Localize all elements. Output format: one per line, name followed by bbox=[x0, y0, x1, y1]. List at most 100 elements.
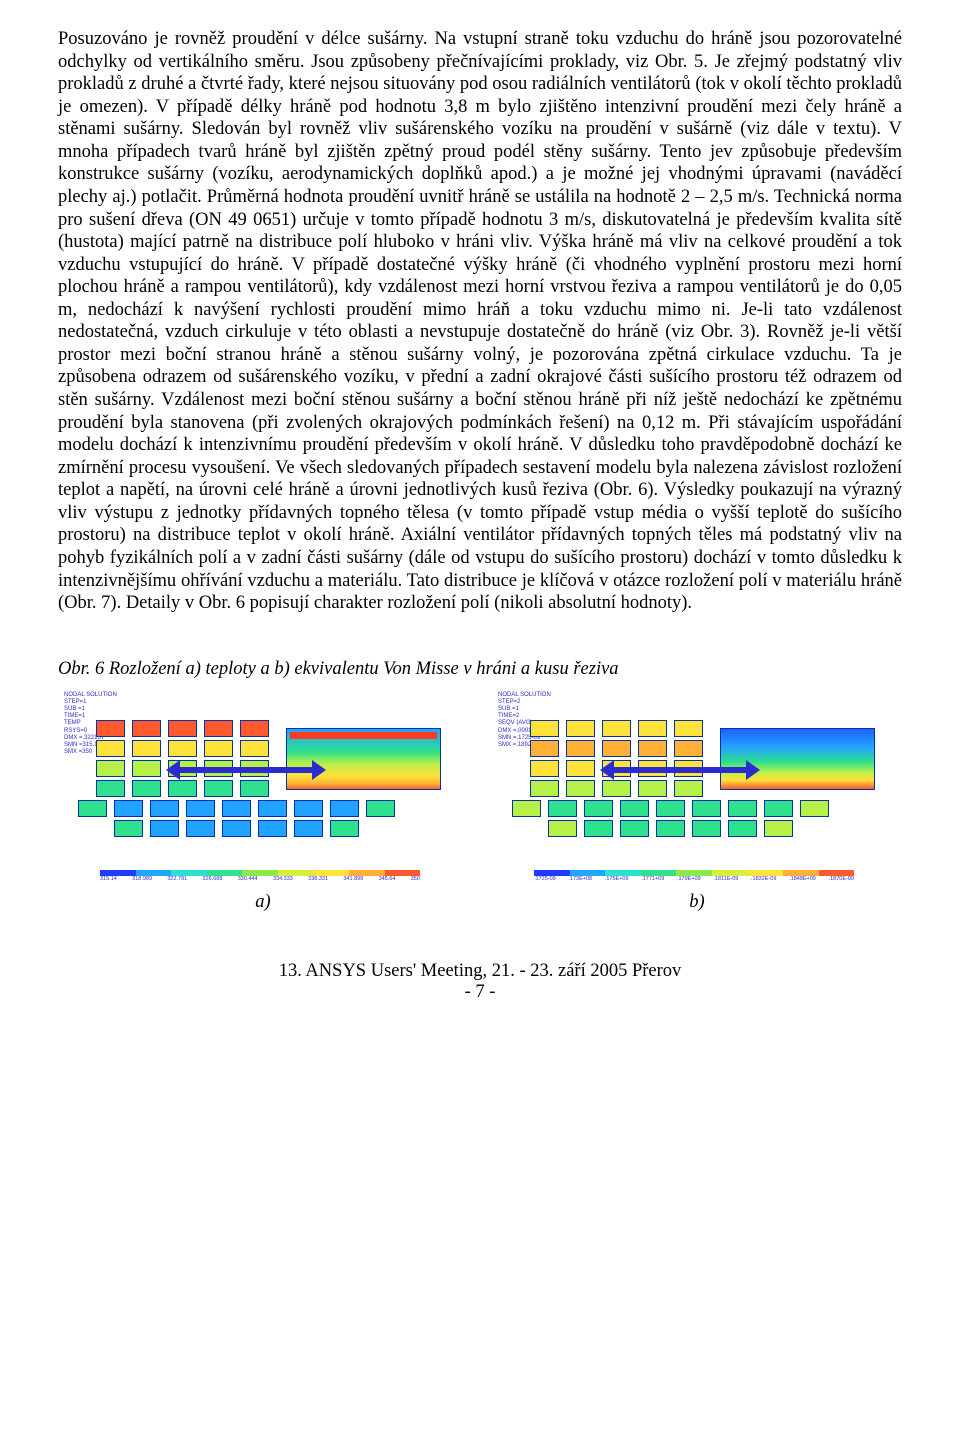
fe-brick bbox=[132, 780, 161, 797]
fe-brick bbox=[728, 820, 757, 837]
colorbar-tick: 334.333 bbox=[273, 876, 293, 882]
fe-brick bbox=[114, 820, 143, 837]
fe-brick bbox=[330, 800, 359, 817]
fe-brick bbox=[548, 800, 577, 817]
figure-6a-column: NODAL SOLUTION STEP=1 SUB =1 TIME=1 TEMP… bbox=[58, 688, 468, 913]
fe-brick bbox=[530, 780, 559, 797]
figure-6a-detail-plate bbox=[286, 728, 441, 790]
fe-brick bbox=[638, 720, 667, 737]
fe-brick bbox=[656, 820, 685, 837]
fe-brick bbox=[366, 800, 395, 817]
plate-hot-band bbox=[290, 732, 437, 739]
fe-brick bbox=[294, 800, 323, 817]
figure-6a-detail-arrow bbox=[166, 760, 326, 780]
colorbar-tick: .175E+09 bbox=[605, 876, 629, 882]
figure-6b-column: NODAL SOLUTION STEP=2 SUB =1 TIME=2 SEQV… bbox=[492, 688, 902, 913]
fe-brick bbox=[204, 740, 233, 757]
figure-6b-fe-area bbox=[530, 720, 875, 844]
fe-brick bbox=[584, 800, 613, 817]
figure-6b-label: b) bbox=[492, 892, 902, 913]
fe-brick bbox=[168, 780, 197, 797]
figure-6-caption: Obr. 6 Rozložení a) teploty a b) ekvival… bbox=[58, 659, 902, 680]
fe-brick bbox=[222, 820, 251, 837]
fe-row bbox=[96, 740, 269, 757]
fe-brick bbox=[96, 740, 125, 757]
fe-brick bbox=[186, 800, 215, 817]
fe-brick bbox=[114, 800, 143, 817]
footer-page-number: - 7 - bbox=[58, 982, 902, 1003]
figure-6a-label: a) bbox=[58, 892, 468, 913]
footer-conference-line: 13. ANSYS Users' Meeting, 21. - 23. září… bbox=[58, 961, 902, 982]
colorbar-tick: 338.331 bbox=[308, 876, 328, 882]
fe-brick bbox=[764, 800, 793, 817]
fe-brick bbox=[674, 740, 703, 757]
fe-brick bbox=[602, 780, 631, 797]
fe-brick bbox=[240, 740, 269, 757]
fe-brick bbox=[584, 820, 613, 837]
fe-brick bbox=[186, 820, 215, 837]
main-paragraph: Posuzováno je rovněž proudění v délce su… bbox=[58, 28, 902, 615]
fe-brick bbox=[96, 720, 125, 737]
figure-6b-detail-arrow bbox=[600, 760, 760, 780]
fe-brick bbox=[674, 780, 703, 797]
fe-brick bbox=[258, 800, 287, 817]
fe-row bbox=[530, 780, 703, 797]
fe-brick bbox=[168, 740, 197, 757]
figure-6a-fe-area bbox=[96, 720, 441, 844]
fe-brick bbox=[530, 760, 559, 777]
fe-brick bbox=[638, 780, 667, 797]
colorbar-tick: .1725-09 bbox=[534, 876, 556, 882]
fe-brick bbox=[620, 800, 649, 817]
colorbar-tick: 315.14 bbox=[100, 876, 117, 882]
fe-row bbox=[114, 820, 359, 837]
fe-brick bbox=[96, 760, 125, 777]
fe-brick bbox=[656, 800, 685, 817]
colorbar-tick: .1811E-09 bbox=[713, 876, 738, 882]
fe-brick bbox=[240, 780, 269, 797]
fe-row bbox=[96, 720, 269, 737]
colorbar-tick: 350 bbox=[411, 876, 420, 882]
fe-brick bbox=[620, 820, 649, 837]
fe-row bbox=[96, 780, 269, 797]
fe-brick bbox=[602, 720, 631, 737]
fe-brick bbox=[150, 820, 179, 837]
figure-6-row: NODAL SOLUTION STEP=1 SUB =1 TIME=1 TEMP… bbox=[58, 688, 902, 913]
figure-6a-panel: NODAL SOLUTION STEP=1 SUB =1 TIME=1 TEMP… bbox=[58, 688, 468, 888]
fe-brick bbox=[240, 720, 269, 737]
fe-brick bbox=[566, 720, 595, 737]
fe-brick bbox=[78, 800, 107, 817]
fe-brick bbox=[638, 740, 667, 757]
fe-row bbox=[530, 740, 703, 757]
fe-brick bbox=[150, 800, 179, 817]
fe-row bbox=[548, 820, 793, 837]
fe-brick bbox=[728, 800, 757, 817]
page-footer: 13. ANSYS Users' Meeting, 21. - 23. září… bbox=[58, 961, 902, 1003]
colorbar-tick: .1870E-09 bbox=[829, 876, 854, 882]
fe-brick bbox=[800, 800, 829, 817]
fe-brick bbox=[530, 740, 559, 757]
fe-brick bbox=[692, 800, 721, 817]
fe-brick bbox=[294, 820, 323, 837]
fe-brick bbox=[674, 720, 703, 737]
fe-brick bbox=[258, 820, 287, 837]
fe-brick bbox=[330, 820, 359, 837]
fe-brick bbox=[566, 780, 595, 797]
figure-6b-panel: NODAL SOLUTION STEP=2 SUB =1 TIME=2 SEQV… bbox=[492, 688, 902, 888]
colorbar-tick: 326.688 bbox=[203, 876, 223, 882]
fe-brick bbox=[132, 760, 161, 777]
colorbar-tick: .1848E+09 bbox=[789, 876, 816, 882]
fe-brick bbox=[512, 800, 541, 817]
fe-brick bbox=[530, 720, 559, 737]
colorbar-tick: 318.989 bbox=[132, 876, 152, 882]
fe-brick bbox=[132, 740, 161, 757]
colorbar-tick: .173E+08 bbox=[568, 876, 592, 882]
colorbar-tick: .1832E-09 bbox=[751, 876, 776, 882]
fe-row bbox=[512, 800, 829, 817]
fe-brick bbox=[204, 720, 233, 737]
colorbar-tick: 322.791 bbox=[167, 876, 187, 882]
fe-brick bbox=[168, 720, 197, 737]
colorbar-tick: 345.64 bbox=[379, 876, 396, 882]
fe-brick bbox=[692, 820, 721, 837]
fe-brick bbox=[204, 780, 233, 797]
fe-brick bbox=[566, 760, 595, 777]
